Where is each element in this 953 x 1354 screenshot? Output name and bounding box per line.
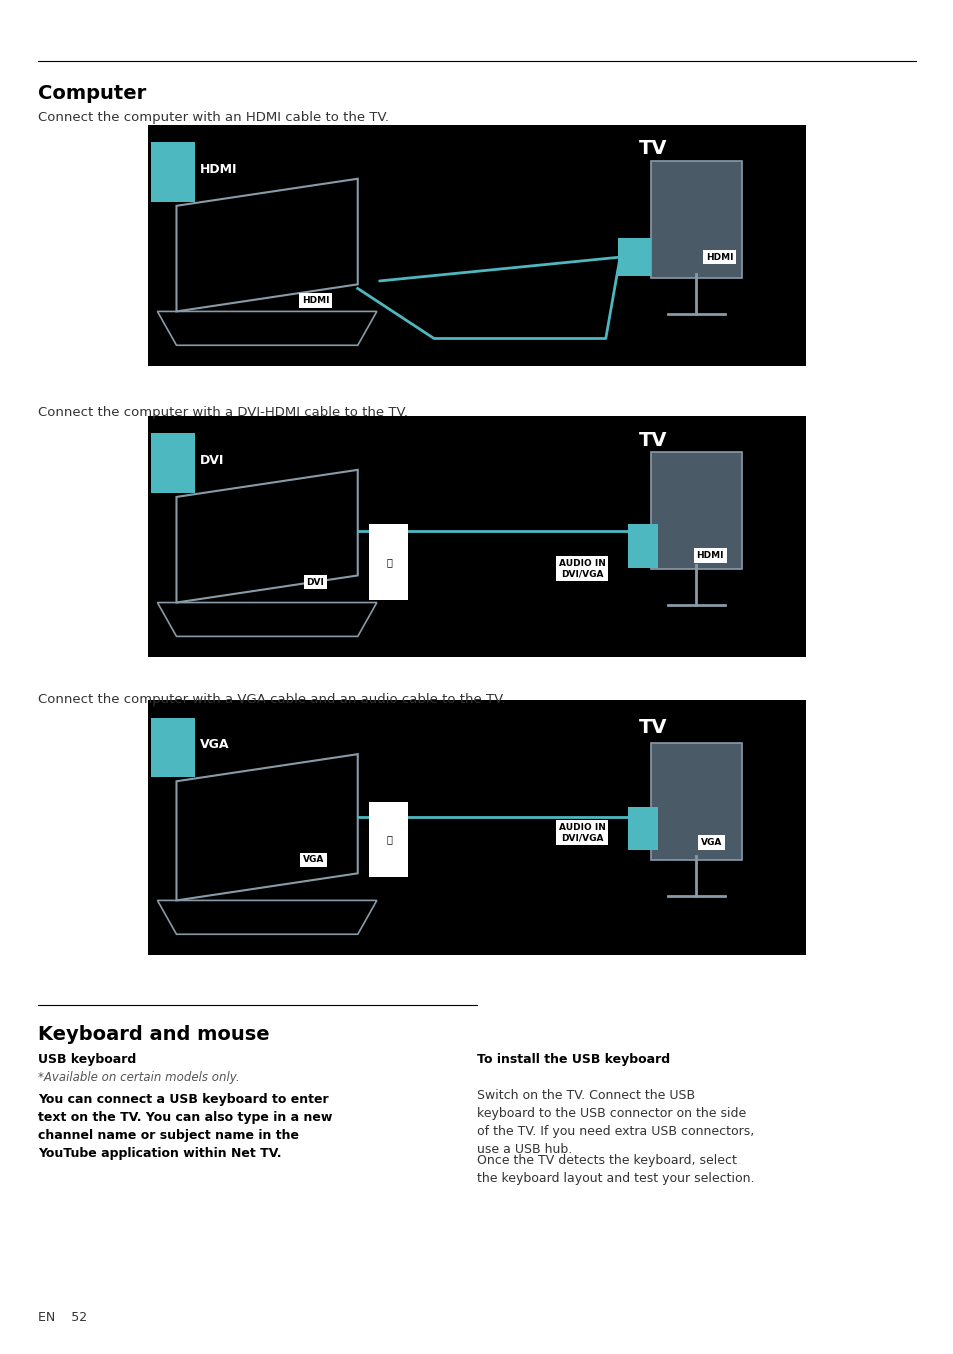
Text: AUDIO IN
DVI/VGA: AUDIO IN DVI/VGA: [558, 823, 605, 842]
Text: Keyboard and mouse: Keyboard and mouse: [38, 1025, 270, 1044]
FancyBboxPatch shape: [369, 524, 408, 600]
FancyBboxPatch shape: [148, 700, 805, 955]
FancyBboxPatch shape: [627, 807, 658, 850]
Text: VGA: VGA: [700, 838, 721, 848]
Text: Connect the computer with a VGA cable and an audio cable to the TV.: Connect the computer with a VGA cable an…: [38, 693, 505, 707]
FancyBboxPatch shape: [151, 142, 194, 202]
Text: USB keyboard: USB keyboard: [38, 1053, 136, 1067]
Text: VGA: VGA: [200, 738, 230, 751]
FancyBboxPatch shape: [650, 743, 741, 860]
FancyBboxPatch shape: [151, 718, 194, 777]
Text: DVI: DVI: [306, 578, 324, 586]
Text: HDMI: HDMI: [301, 297, 329, 305]
FancyBboxPatch shape: [650, 452, 741, 569]
Text: Connect the computer with a DVI-HDMI cable to the TV.: Connect the computer with a DVI-HDMI cab…: [38, 406, 408, 420]
FancyBboxPatch shape: [148, 125, 805, 366]
Text: You can connect a USB keyboard to enter
text on the TV. You can also type in a n: You can connect a USB keyboard to enter …: [38, 1093, 333, 1159]
Text: Connect the computer with an HDMI cable to the TV.: Connect the computer with an HDMI cable …: [38, 111, 389, 125]
FancyBboxPatch shape: [618, 238, 650, 276]
Text: Computer: Computer: [38, 84, 146, 103]
Text: TV: TV: [639, 718, 667, 737]
FancyBboxPatch shape: [650, 161, 741, 278]
Text: Once the TV detects the keyboard, select
the keyboard layout and test your selec: Once the TV detects the keyboard, select…: [476, 1154, 754, 1185]
FancyBboxPatch shape: [369, 802, 408, 877]
Text: 🎧: 🎧: [386, 834, 392, 845]
FancyBboxPatch shape: [627, 524, 658, 567]
Text: HDMI: HDMI: [200, 162, 237, 176]
Text: TV: TV: [639, 139, 667, 158]
Text: DVI: DVI: [200, 454, 225, 467]
FancyBboxPatch shape: [151, 433, 194, 493]
Text: TV: TV: [639, 431, 667, 450]
Text: 🎧: 🎧: [386, 556, 392, 567]
Text: AUDIO IN
DVI/VGA: AUDIO IN DVI/VGA: [558, 559, 605, 578]
FancyBboxPatch shape: [148, 416, 805, 657]
Text: Switch on the TV. Connect the USB
keyboard to the USB connector on the side
of t: Switch on the TV. Connect the USB keyboa…: [476, 1089, 754, 1155]
Text: VGA: VGA: [303, 856, 324, 864]
Text: HDMI: HDMI: [696, 551, 723, 561]
Text: HDMI: HDMI: [705, 253, 733, 261]
Text: To install the USB keyboard: To install the USB keyboard: [476, 1053, 669, 1067]
Text: *Available on certain models only.: *Available on certain models only.: [38, 1071, 239, 1085]
Text: EN    52: EN 52: [38, 1311, 87, 1324]
